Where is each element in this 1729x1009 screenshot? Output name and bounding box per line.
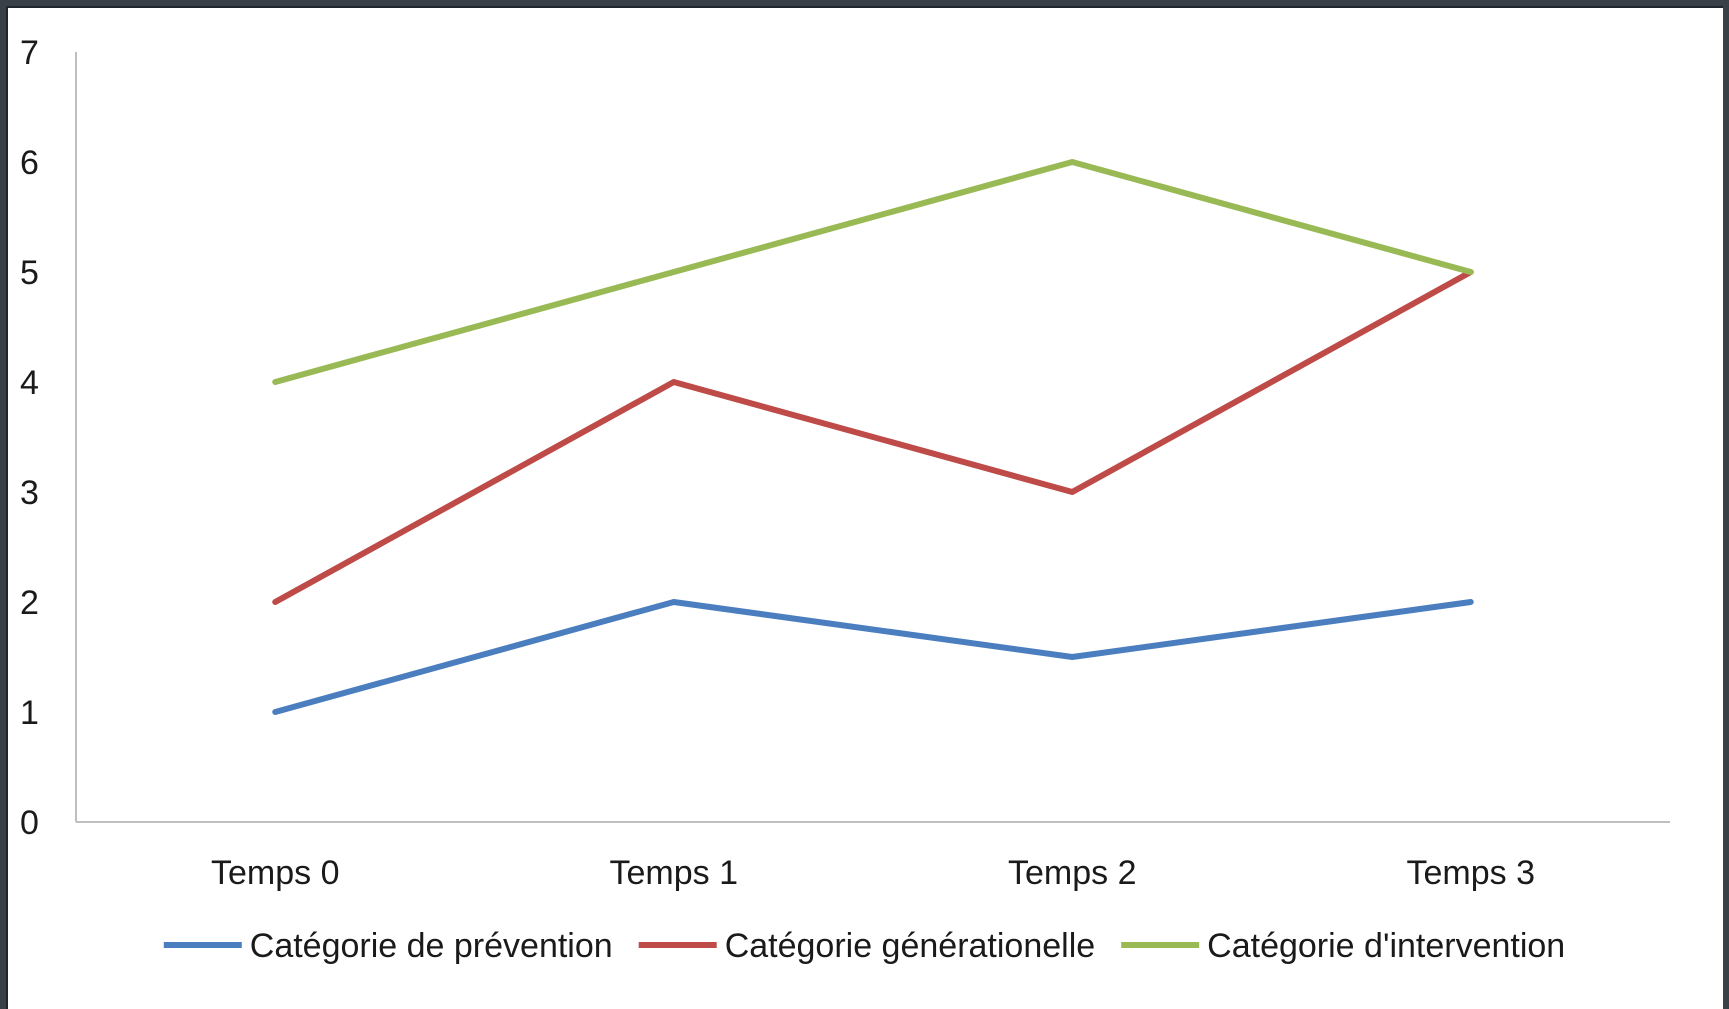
y-tick-label: 6 — [20, 144, 39, 182]
x-tick-label: Temps 2 — [1008, 854, 1137, 892]
data-point — [1469, 271, 1472, 273]
x-axis-ticks: Temps 0 Temps 1 Temps 2 Temps 3 — [211, 854, 1535, 892]
y-tick-label: 5 — [20, 254, 39, 292]
x-tick-label: Temps 3 — [1407, 854, 1536, 892]
y-tick-label: 1 — [20, 694, 39, 732]
data-point — [672, 271, 675, 273]
data-point — [274, 381, 277, 383]
series-line-1 — [272, 599, 1474, 715]
chart-frame — [6, 6, 1723, 1009]
legend-label-2: Catégorie générationelle — [725, 927, 1095, 965]
series-line-2 — [272, 269, 1474, 605]
series-line-3 — [272, 159, 1474, 385]
y-tick-label: 4 — [20, 364, 39, 402]
data-point — [672, 381, 675, 383]
y-axis-ticks: 0 1 2 3 4 5 6 7 — [20, 34, 39, 842]
data-point — [672, 601, 675, 603]
data-point — [1469, 601, 1472, 603]
x-tick-label: Temps 1 — [610, 854, 739, 892]
y-tick-label: 2 — [20, 584, 39, 622]
y-tick-label: 0 — [20, 804, 39, 842]
data-point — [274, 711, 277, 713]
y-tick-label: 7 — [20, 34, 39, 72]
legend: Catégorie de prévention Catégorie générat… — [163, 927, 1565, 965]
legend-label-1: Catégorie de prévention — [250, 927, 613, 965]
series-lines — [272, 159, 1474, 715]
x-tick-label: Temps 0 — [211, 854, 340, 892]
data-point — [274, 601, 277, 603]
y-tick-label: 3 — [20, 474, 39, 512]
data-point — [1071, 161, 1074, 163]
legend-label-3: Catégorie d'intervention — [1207, 927, 1565, 965]
data-point — [1071, 491, 1074, 493]
data-point — [1071, 656, 1074, 658]
